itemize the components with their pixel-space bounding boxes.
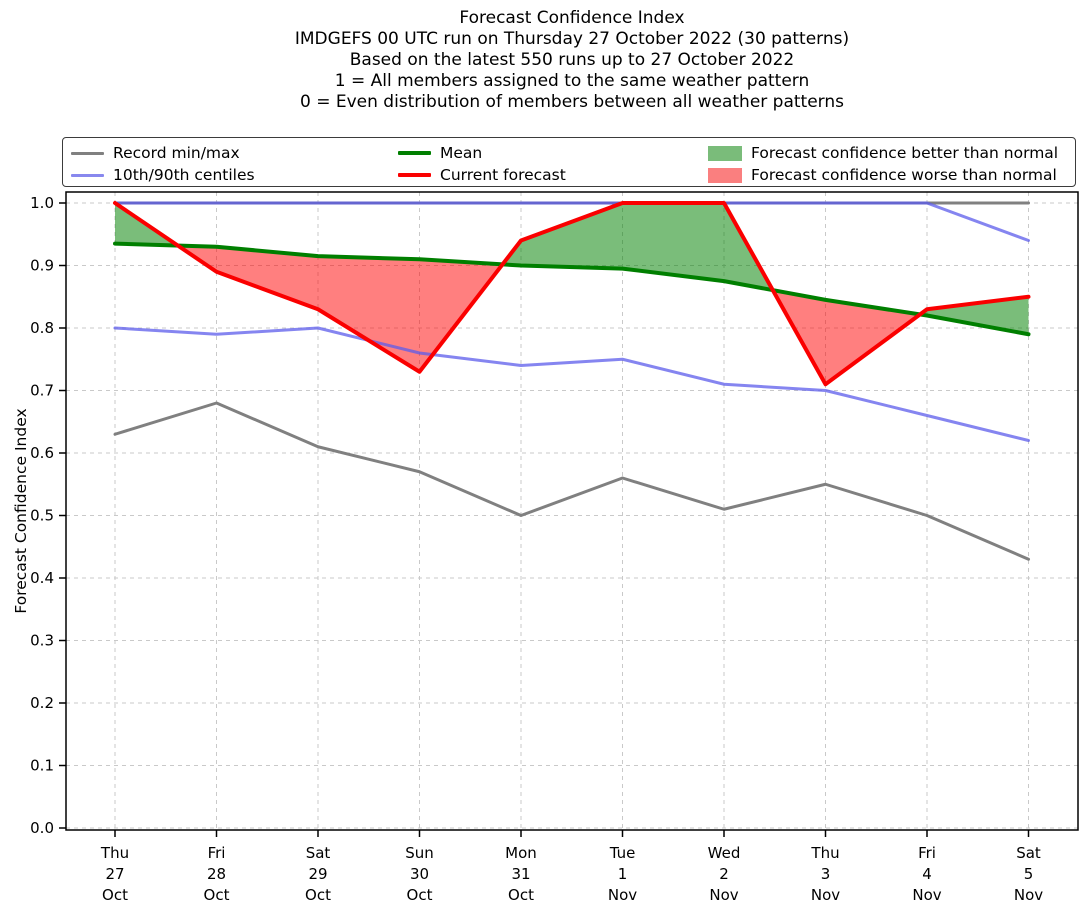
title-line: IMDGEFS 00 UTC run on Thursday 27 Octobe… — [294, 29, 850, 49]
legend-item-worse-than-normal: Forecast confidence worse than normal — [708, 164, 1057, 186]
series-current-forecast-line — [113, 201, 1031, 387]
y-tick-label: 0.8 — [30, 319, 54, 337]
x-tick-label: Sat 5 Nov — [1014, 844, 1043, 904]
centiles-line-swatch — [71, 173, 104, 177]
legend: Record min/max 10th/90th centiles Mean C… — [62, 137, 1076, 187]
x-tick-label: Mon 31 Oct — [505, 844, 537, 904]
chart-title: Forecast Confidence Index IMDGEFS 00 UTC… — [66, 8, 1078, 113]
legend-label: Forecast confidence better than normal — [751, 144, 1059, 162]
worse-than-normal-patch-swatch — [708, 167, 742, 183]
y-tick-label: 0.3 — [30, 632, 54, 650]
record-minmax-line-swatch — [71, 151, 104, 155]
fill-better-than-normal — [921, 296, 1029, 335]
title-line: 1 = All members assigned to the same wea… — [334, 71, 810, 91]
legend-item-mean: Mean — [398, 142, 482, 164]
x-tick-label: Fri 4 Nov — [912, 844, 941, 904]
legend-label: Forecast confidence worse than normal — [751, 166, 1057, 184]
y-tick-label: 0.9 — [30, 257, 54, 275]
mean-line-swatch — [398, 151, 431, 155]
x-tick-label: Sun 30 Oct — [405, 844, 434, 904]
fill-better-than-normal — [503, 203, 773, 291]
y-tick-label: 0.5 — [30, 507, 54, 525]
x-tick-label: Sat 29 Oct — [305, 844, 331, 904]
title-line: Forecast Confidence Index — [459, 8, 685, 28]
x-tick-label: Fri 28 Oct — [204, 844, 230, 904]
title-line: Based on the latest 550 runs up to 27 Oc… — [349, 50, 795, 70]
better-than-normal-patch-swatch — [708, 145, 742, 161]
legend-item-better-than-normal: Forecast confidence better than normal — [708, 142, 1058, 164]
x-tick-label: Tue 1 Nov — [608, 844, 637, 904]
y-tick-label: 0.7 — [30, 382, 54, 400]
fill-worse-than-normal — [178, 245, 503, 372]
legend-label: Record min/max — [113, 144, 240, 162]
y-tick-label: 0.0 — [30, 819, 54, 837]
legend-item-current-forecast: Current forecast — [398, 164, 566, 186]
plot-border — [65, 191, 1079, 831]
series-10th-centile-line — [113, 326, 1030, 442]
legend-item-centiles: 10th/90th centiles — [71, 164, 255, 186]
series-mean-line — [113, 241, 1031, 337]
x-tick-label: Wed 2 Nov — [708, 844, 741, 904]
series-90th-centile-line — [113, 201, 1030, 242]
fill-worse-than-normal — [773, 290, 919, 384]
legend-label: Current forecast — [440, 166, 566, 184]
x-tick-label: Thu 3 Nov — [810, 844, 840, 904]
y-tick-label: 1.0 — [30, 194, 54, 212]
legend-label: 10th/90th centiles — [113, 166, 255, 184]
y-tick-label: 0.1 — [30, 757, 54, 775]
current-forecast-line-swatch — [398, 173, 431, 177]
legend-label: Mean — [440, 144, 483, 162]
y-tick-label: 0.4 — [30, 569, 54, 587]
series-record-min-line — [113, 401, 1030, 561]
y-tick-label: 0.2 — [30, 694, 54, 712]
title-line: 0 = Even distribution of members between… — [299, 92, 845, 112]
y-tick-label: 0.6 — [30, 444, 54, 462]
legend-item-record-minmax: Record min/max — [71, 142, 240, 164]
x-tick-label: Thu 27 Oct — [100, 844, 129, 904]
